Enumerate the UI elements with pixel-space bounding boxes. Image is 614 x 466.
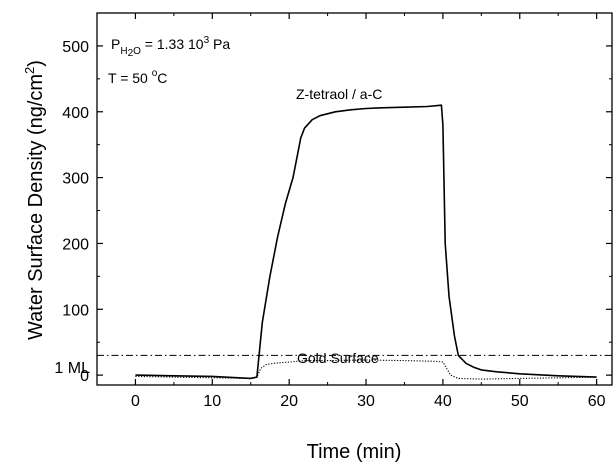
x-axis-title: Time (min) [307,441,402,463]
y-axis-title: Water Surface Density (ng/cm2) [22,60,47,340]
y-tick-label: 300 [62,171,89,188]
plot-marks [97,104,612,380]
plot-frame [96,12,613,386]
temperature-prefix: T = 50 [108,70,152,86]
y-tick-label: 500 [62,39,89,56]
pressure-exponent: 3 [204,35,210,46]
temperature-degree: o [152,68,158,79]
axis-ticks: 0 10 20 30 40 50 60 0 100 200 300 400 500 [62,12,612,410]
series-line-gold-surface [135,359,597,380]
pressure-unit: Pa [209,36,230,52]
x-tick-label: 30 [357,393,375,410]
pressure-symbol: P [111,36,120,52]
y-axis-title-close: ) [25,60,47,67]
x-tick-label: 50 [511,393,529,410]
y-axis-title-superscript: 2 [22,67,37,74]
x-tick-label: 0 [131,393,140,410]
y-tick-label: 200 [62,236,89,253]
y-tick-label: 400 [62,105,89,122]
series-label-z-tetraol: Z-tetraol / a-C [296,86,382,102]
x-tick-label: 10 [203,393,221,410]
temperature-annotation: T = 50 oC [108,68,167,86]
pressure-subscript-h: H [120,46,127,57]
series-label-gold-surface: Gold Surface [297,350,379,366]
monolayer-label: 1 ML [54,360,90,377]
series-line-z-tetraol [135,104,597,380]
pressure-value: = 1.33 10 [141,36,204,52]
pressure-subscript-2: 2 [128,48,134,59]
pressure-subscript-o: O [133,46,141,57]
x-tick-label: 20 [280,393,298,410]
x-tick-label: 40 [434,393,452,410]
pressure-annotation: PH2O = 1.33 103 Pa [111,35,230,59]
y-axis-title-main: Water Surface Density (ng/cm [25,74,47,340]
x-tick-label: 60 [588,393,606,410]
y-tick-label: 0 [80,368,89,385]
y-tick-label: 100 [62,302,89,319]
temperature-unit: C [157,70,167,86]
